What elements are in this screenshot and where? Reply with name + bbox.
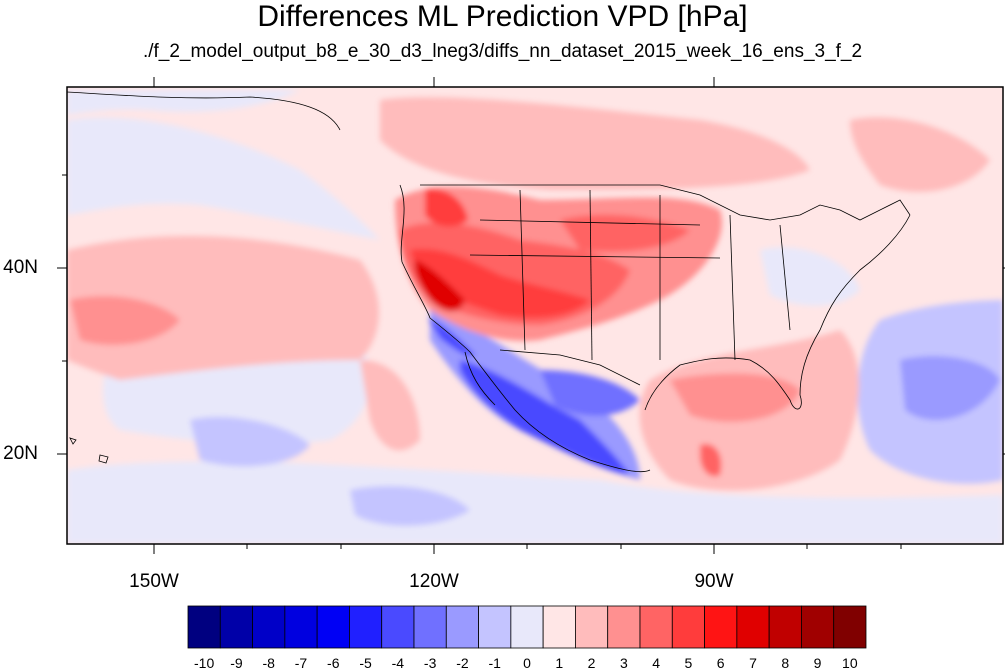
x-tick-label-150w: 150W	[129, 571, 179, 592]
colorbar-swatch	[252, 605, 286, 649]
y-tick-label-20n: 20N	[3, 443, 38, 464]
colorbar-swatch	[187, 605, 221, 649]
colorbar-swatch	[349, 605, 383, 649]
y-tick-label-40n: 40N	[3, 257, 38, 278]
colorbar-swatch	[478, 605, 512, 649]
colorbar-swatch	[768, 605, 802, 649]
colorbar-swatch	[219, 605, 253, 649]
colorbar-tick-label: 7	[749, 655, 757, 671]
colorbar-swatch	[736, 605, 770, 649]
x-tick-label-90w: 90W	[694, 571, 734, 592]
colorbar-tick-label: -3	[423, 655, 437, 671]
plot-title: Differences ML Prediction VPD [hPa]	[257, 0, 748, 33]
colorbar-tick-label: 0	[523, 655, 531, 671]
plot-subtitle: ./f_2_model_output_b8_e_30_d3_lneg3/diff…	[142, 41, 863, 62]
map-frame	[66, 86, 1004, 545]
colorbar-tick-label: 5	[684, 655, 693, 671]
colorbar-tick-label: 6	[716, 655, 725, 671]
colorbar-tick-label: -2	[456, 655, 469, 671]
colorbar-tick-label: 10	[842, 655, 858, 671]
colorbar-swatch	[833, 605, 867, 649]
colorbar-swatch	[671, 605, 705, 649]
colorbar-swatch	[316, 605, 350, 649]
colorbar-swatch	[607, 605, 641, 649]
colorbar-swatch	[639, 605, 673, 649]
colorbar-swatch	[542, 605, 576, 649]
colorbar-tick-label: -4	[391, 655, 405, 671]
colorbar-tick-label: -10	[194, 655, 215, 671]
coastlines-and-borders	[67, 91, 911, 473]
colorbar-tick-label: -5	[359, 655, 372, 671]
colorbar-swatch	[510, 605, 544, 649]
colorbar-tick-label: 9	[813, 655, 822, 671]
colorbar-tick-label: -6	[327, 655, 340, 671]
colorbar-swatch	[284, 605, 318, 649]
colorbar-swatch	[704, 605, 738, 649]
colorbar-tick-label: 3	[619, 655, 628, 671]
x-tick-label-120w: 120W	[409, 571, 459, 592]
colorbar-swatch	[413, 605, 447, 649]
contour-fields	[67, 90, 1003, 544]
colorbar-tick-label: -7	[294, 655, 308, 671]
colorbar-swatch	[381, 605, 415, 649]
colorbar-tick-label: 4	[652, 655, 661, 671]
colorbar-swatch	[801, 605, 835, 649]
colorbar-tick-label: 8	[781, 655, 790, 671]
colorbar-tick-label: -9	[230, 655, 243, 671]
colorbar-tick-label: 2	[587, 655, 596, 671]
colorbar-tick-label: 1	[555, 655, 564, 671]
colorbar-swatch	[445, 605, 479, 649]
hawaii-islands	[69, 437, 109, 464]
colorbar-tick-label: -1	[488, 655, 501, 671]
colorbar-swatch	[575, 605, 609, 649]
colorbar-tick-label: -8	[262, 655, 275, 671]
axis-ticks	[57, 77, 1005, 554]
